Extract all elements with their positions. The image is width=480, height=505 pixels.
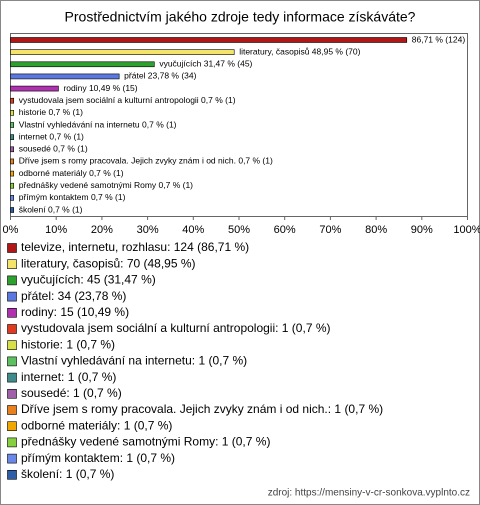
bar [10, 146, 14, 153]
bar [10, 170, 14, 177]
legend-swatch [7, 275, 17, 286]
x-tick-label: 90% [411, 224, 433, 236]
bar-label: přímým kontaktem 0,7 % (1) [19, 192, 126, 202]
x-tick-label: 30% [137, 224, 159, 236]
bar-label: Vlastní vyhledávání na internetu 0,7 % (… [19, 119, 177, 129]
x-tick-label: 100% [453, 224, 480, 236]
legend-swatch [7, 307, 17, 318]
legend-label: historie: 1 (0,7 %) [21, 337, 115, 351]
legend-swatch [7, 388, 17, 399]
bar [10, 110, 14, 116]
legend-swatch [7, 243, 17, 253]
bar [10, 158, 14, 165]
x-tick-label: 80% [365, 224, 387, 236]
legend-label: internet: 1 (0,7 %) [21, 370, 116, 384]
legend-swatch [7, 437, 17, 448]
bar-label: internet 0,7 % (1) [19, 131, 84, 141]
legend-label: televize, internetu, rozhlasu: 124 (86,7… [21, 240, 249, 254]
legend-label: rodiny: 15 (10,49 %) [21, 305, 129, 319]
x-tick-label: 0% [3, 224, 19, 236]
x-tick-label: 70% [319, 224, 341, 236]
legend-swatch [7, 421, 17, 432]
bar-label: Dříve jsem s romy pracovala. Jejich zvyk… [19, 156, 273, 166]
bar [10, 207, 14, 213]
x-tick-label: 10% [45, 224, 67, 236]
bar-label: rodiny 10,49 % (15) [63, 83, 137, 93]
legend-label: odborné materiály: 1 (0,7 %) [21, 418, 172, 432]
legend-swatch [7, 340, 17, 351]
x-tick-label: 60% [274, 224, 296, 236]
bar-label: sousedé 0,7 % (1) [19, 144, 88, 154]
bar-label: vystudovala jsem sociální a kulturní ant… [19, 95, 236, 105]
bar [10, 122, 14, 128]
x-tick-label: 50% [228, 224, 250, 236]
bar [10, 182, 14, 189]
legend-swatch [7, 291, 17, 302]
bar [10, 61, 155, 68]
bar-label: přednášky vedené samotnými Romy 0,7 % (1… [19, 180, 193, 190]
legend-label: Dříve jsem s romy pracovala. Jejich zvyk… [21, 402, 383, 416]
legend-label: sousedé: 1 (0,7 %) [21, 386, 122, 400]
bar-label: literatury, časopisů 48,95 % (70) [239, 46, 360, 56]
bar [10, 97, 14, 104]
legend-swatch [7, 259, 17, 270]
bar-label: 86,71 % (124) [412, 34, 466, 44]
legend-label: přátel: 34 (23,78 %) [21, 289, 126, 303]
x-tick-label: 20% [91, 224, 113, 236]
bar [10, 49, 235, 55]
bar-label: odborné materiály 0,7 % (1) [19, 168, 124, 178]
legend-label: vyučujících: 45 (31,47 %) [21, 273, 156, 287]
bar [10, 195, 14, 201]
legend-swatch [7, 324, 17, 334]
legend-swatch [7, 453, 17, 464]
bar [10, 73, 120, 80]
bar-label: školení 0,7 % (1) [19, 204, 83, 214]
legend-label: přednášky vedené samotnými Romy: 1 (0,7 … [21, 435, 270, 449]
chart-title: Prostřednictvím jakého zdroje tedy infor… [65, 9, 416, 25]
bar [10, 37, 408, 43]
legend-label: Vlastní vyhledávání na internetu: 1 (0,7… [21, 354, 247, 368]
bar [10, 134, 14, 140]
legend-label: školení: 1 (0,7 %) [21, 467, 114, 481]
bar-label: vyučujících 31,47 % (45) [159, 59, 252, 69]
legend-label: vystudovala jsem sociální a kulturní ant… [21, 321, 331, 335]
legend-label: literatury, časopisů: 70 (48,95 %) [21, 256, 196, 270]
x-tick-label: 40% [182, 224, 204, 236]
source: zdroj: https://mensiny-v-cr-sonkova.vypl… [268, 488, 470, 499]
legend-label: přímým kontaktem: 1 (0,7 %) [21, 451, 175, 465]
bar-label: přátel 23,78 % (34) [124, 71, 196, 81]
bar [10, 85, 59, 92]
legend-swatch [7, 405, 17, 415]
legend-swatch [7, 356, 17, 367]
bar-label: historie 0,7 % (1) [19, 107, 83, 117]
legend-swatch [7, 372, 17, 383]
legend-swatch [7, 469, 17, 480]
